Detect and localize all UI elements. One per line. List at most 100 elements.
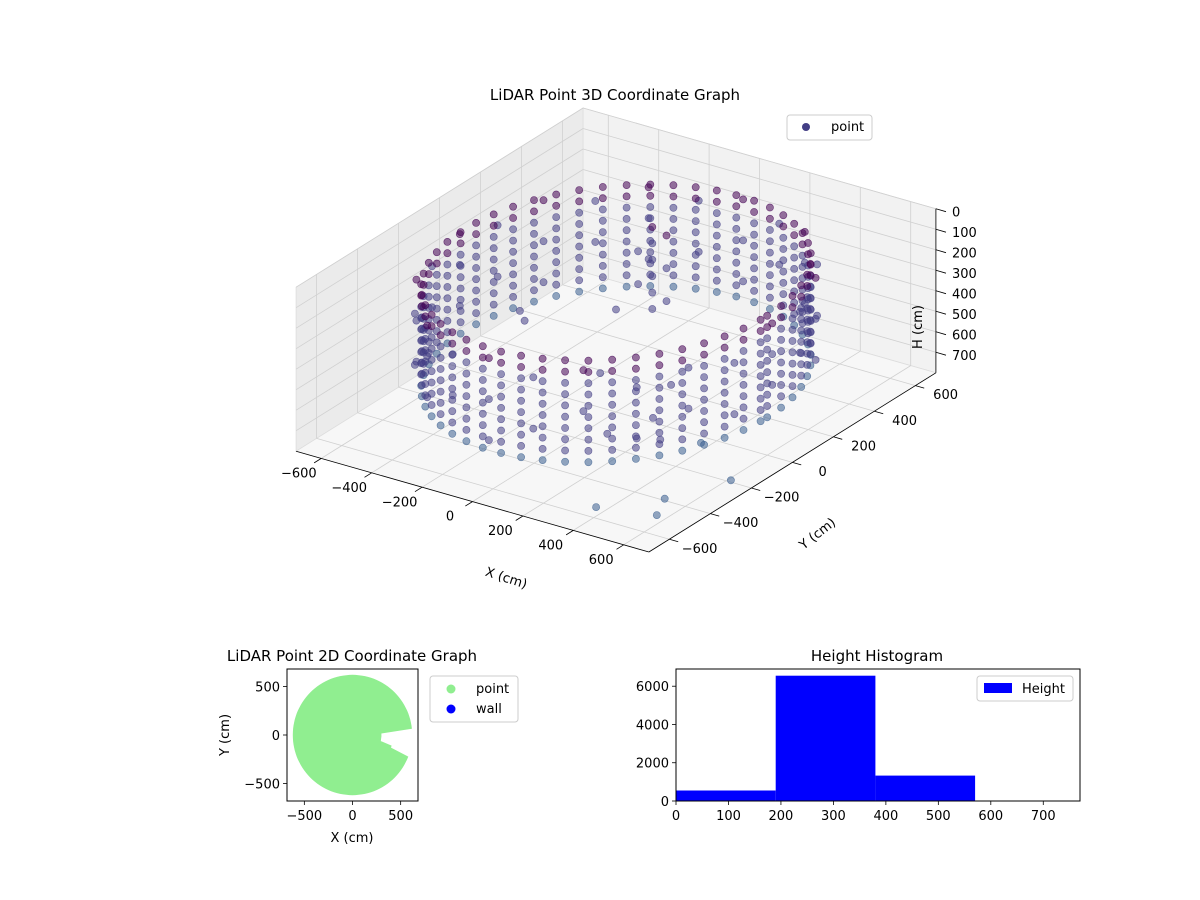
x-tick-label: 0 bbox=[446, 510, 454, 525]
point-marker bbox=[462, 392, 471, 400]
legend-point-marker bbox=[446, 684, 456, 694]
x-tick-label: 100 bbox=[716, 809, 741, 824]
point-marker bbox=[598, 194, 607, 203]
point-marker bbox=[667, 380, 675, 389]
point-marker bbox=[462, 437, 471, 446]
legend-height-swatch bbox=[984, 683, 1012, 693]
point-marker bbox=[766, 237, 774, 246]
x-axis-line bbox=[295, 450, 650, 553]
point-marker bbox=[432, 270, 441, 279]
point-marker bbox=[432, 248, 441, 257]
grid-back-h bbox=[582, 169, 937, 271]
point-marker bbox=[509, 247, 517, 256]
chart-2d: LiDAR Point 2D Coordinate Graph −500 0 500… bbox=[218, 647, 519, 846]
point-marker bbox=[739, 392, 748, 400]
point-marker bbox=[561, 424, 569, 432]
point-marker bbox=[472, 309, 480, 317]
point-marker bbox=[608, 434, 617, 443]
point-marker bbox=[777, 302, 785, 310]
point-marker bbox=[622, 214, 631, 223]
point-marker bbox=[436, 331, 445, 340]
point-marker bbox=[561, 390, 569, 399]
point-marker bbox=[489, 311, 498, 320]
point-marker bbox=[788, 291, 797, 300]
grid-back-h bbox=[582, 210, 937, 312]
point-marker bbox=[489, 300, 498, 309]
point-marker bbox=[436, 365, 445, 373]
point-marker bbox=[763, 402, 772, 410]
z-tick-label: 300 bbox=[952, 267, 977, 282]
point-marker bbox=[436, 376, 445, 385]
point-marker bbox=[669, 260, 678, 268]
point-marker bbox=[472, 297, 480, 306]
point-marker bbox=[517, 441, 525, 450]
point-marker bbox=[538, 422, 547, 431]
point-marker bbox=[691, 205, 700, 214]
point-marker bbox=[779, 222, 788, 231]
point-marker bbox=[700, 339, 708, 348]
point-marker bbox=[598, 183, 607, 191]
point-marker bbox=[575, 186, 584, 194]
z-tick-label: 500 bbox=[952, 308, 977, 323]
point-marker bbox=[649, 413, 657, 422]
legend-point-marker bbox=[802, 123, 810, 131]
grid-back-h bbox=[582, 251, 937, 353]
point-marker bbox=[539, 237, 548, 246]
point-marker bbox=[756, 372, 765, 380]
chart-2d-xlabel: X (cm) bbox=[331, 831, 374, 846]
y-tick-label: 0 bbox=[818, 465, 826, 480]
point-marker bbox=[779, 245, 788, 253]
point-marker bbox=[561, 356, 569, 365]
point-marker bbox=[517, 396, 525, 405]
y-tick-mark bbox=[874, 410, 884, 415]
point-marker bbox=[575, 287, 584, 296]
point-marker bbox=[622, 260, 631, 268]
chart-3d-legend: point bbox=[786, 114, 873, 141]
point-marker bbox=[766, 305, 774, 313]
point-marker bbox=[561, 367, 569, 376]
point-marker bbox=[712, 288, 721, 296]
point-marker bbox=[788, 325, 797, 334]
x-tick-label: 200 bbox=[488, 524, 513, 539]
grid-left-h bbox=[295, 148, 584, 329]
point-marker bbox=[712, 197, 721, 206]
point-marker bbox=[575, 220, 584, 228]
point-marker bbox=[478, 398, 487, 407]
point-marker bbox=[777, 392, 785, 401]
point-marker bbox=[763, 413, 772, 422]
point-marker bbox=[598, 273, 607, 282]
point-marker bbox=[421, 334, 430, 343]
point-marker bbox=[472, 320, 480, 329]
point-marker bbox=[732, 247, 741, 256]
point-marker bbox=[756, 383, 765, 392]
histogram-legend: Height bbox=[976, 675, 1074, 702]
point-marker bbox=[648, 272, 657, 281]
point-marker bbox=[478, 387, 487, 396]
point-marker bbox=[797, 281, 806, 290]
point-marker bbox=[712, 242, 721, 251]
point-marker bbox=[448, 407, 457, 416]
point-marker bbox=[766, 248, 774, 257]
point-marker bbox=[779, 256, 788, 265]
point-marker bbox=[750, 286, 758, 295]
histogram-ticks: 0 100 200 300 400 500 600 700 0 2000 4000 6000 bbox=[636, 680, 1056, 824]
point-marker bbox=[421, 380, 430, 388]
point-marker bbox=[700, 350, 708, 359]
point-marker bbox=[700, 361, 708, 370]
point-marker bbox=[732, 292, 741, 301]
point-marker bbox=[712, 231, 721, 240]
legend-wall-marker bbox=[446, 704, 456, 714]
point-marker bbox=[478, 342, 487, 351]
point-marker bbox=[712, 276, 721, 285]
point-marker bbox=[497, 449, 505, 457]
point-marker bbox=[678, 412, 687, 421]
point-marker bbox=[678, 345, 687, 354]
point-marker bbox=[756, 349, 765, 358]
x-tick-label: 200 bbox=[768, 809, 793, 824]
grid-floor-x bbox=[623, 365, 911, 546]
point-marker bbox=[790, 276, 799, 285]
point-marker bbox=[462, 380, 471, 389]
point-marker bbox=[584, 435, 593, 444]
point-marker bbox=[598, 284, 607, 293]
point-marker bbox=[497, 347, 505, 356]
